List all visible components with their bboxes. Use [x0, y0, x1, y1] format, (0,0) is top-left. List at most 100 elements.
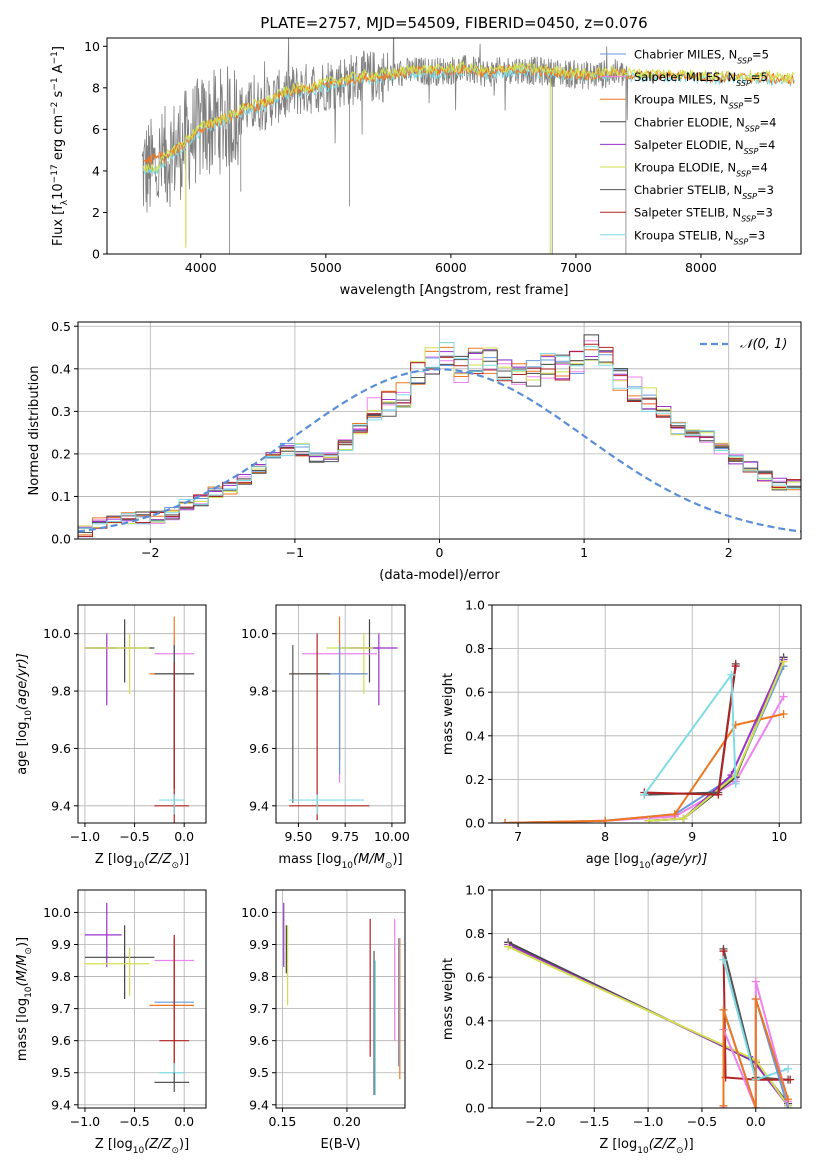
model-kroupa_elodie — [142, 60, 795, 174]
x-tick-label: 9.50 — [285, 829, 313, 844]
series-point — [719, 1005, 728, 1014]
panel-4: 7 8 9 10 0.0 0.2 0.4 0.6 0.8 1.0 age [log10(age/yr… — [441, 598, 802, 871]
panel-5: −1.0 −0.5 0.0 9.4 9.5 9.6 9.7 9.8 9.9 10.0 Z [log1… — [15, 889, 207, 1156]
errorbar-chabrier_elodie — [84, 925, 155, 999]
series-point — [779, 710, 788, 718]
axes-frame — [77, 889, 207, 1109]
series-point — [714, 790, 723, 799]
x-tick-label: 0.0 — [174, 829, 194, 844]
x-tick-label: −2.0 — [525, 1114, 555, 1129]
x-tick-label: 0.0 — [746, 1114, 766, 1129]
normal-curve — [78, 368, 801, 533]
y-tick-label: 6 — [92, 122, 100, 137]
y-tick-label: 0.2 — [465, 772, 485, 787]
series-kroupa_stelib — [640, 670, 740, 799]
x-tick-label: 0.15 — [269, 1114, 297, 1129]
y-tick-label: 9.5 — [51, 1065, 71, 1080]
y-tick-label: 10.0 — [241, 905, 269, 920]
axes-frame — [275, 889, 406, 1109]
y-tick-label: 0 — [92, 247, 100, 262]
x-axis-label: age [log10(age/yr)] — [586, 852, 708, 871]
errorbar-kroupa_stelib — [159, 1063, 185, 1083]
series-point — [786, 1075, 795, 1084]
y-tick-label: 0.1 — [51, 489, 71, 504]
y-tick-label: 10.0 — [241, 626, 269, 641]
y-tick-label: 0.5 — [51, 319, 71, 334]
series-point — [601, 816, 610, 823]
x-tick-label: 9.75 — [331, 829, 359, 844]
y-tick-label: 0.4 — [51, 361, 71, 376]
hist-kroupa_stelib — [78, 342, 801, 529]
errorbar-kroupa_miles — [149, 616, 195, 789]
series-line — [648, 656, 785, 822]
y-axis-label: mass weight — [441, 958, 456, 1040]
errorbar-kroupa_miles — [292, 616, 368, 760]
y-tick-label: 0.6 — [465, 685, 485, 700]
x-axis-label: Z [log10(Z/Z⊙)] — [95, 852, 189, 871]
plot-area — [501, 653, 788, 823]
series-point — [779, 692, 788, 701]
x-axis-label: E(B-V) — [320, 1137, 360, 1152]
y-tick-label: 9.8 — [249, 684, 269, 699]
legend-entry: Chabrier MILES, NSSP=5 — [634, 48, 769, 66]
x-tick-label: 2 — [725, 545, 733, 560]
legend-entry: Chabrier ELODIE, NSSP=4 — [634, 115, 776, 133]
series-point — [784, 1095, 793, 1104]
y-tick-label: 9.9 — [249, 937, 269, 952]
series-line — [648, 659, 785, 822]
y-axis-label: Flux [fλ10−17 erg cm−2 s−1 A−1] — [50, 46, 70, 246]
series-point — [501, 819, 510, 823]
x-axis-label: Z [log10(Z/Z⊙)] — [599, 1137, 693, 1156]
y-axis-label: mass [log10(M/M⊙)] — [15, 937, 34, 1061]
x-tick-label: 8000 — [685, 260, 717, 275]
x-tick-label: −1.5 — [579, 1114, 609, 1129]
errorbar-kroupa_stelib — [289, 794, 364, 815]
y-tick-label: 9.6 — [249, 1033, 269, 1048]
errorbar-kroupa_stelib — [159, 794, 185, 815]
legend-entry: Kroupa MILES, NSSP=5 — [634, 93, 760, 111]
x-axis-label: mass [log10(M/M⊙)] — [278, 852, 402, 871]
plot-area — [283, 902, 401, 1096]
y-tick-label: 0.2 — [465, 1057, 485, 1072]
x-tick-label: 9 — [688, 829, 696, 844]
x-tick-label: 1 — [580, 545, 588, 560]
plot-area — [78, 334, 801, 538]
y-tick-label: 9.8 — [51, 684, 71, 699]
y-tick-label: 9.7 — [51, 1001, 71, 1016]
y-tick-label: 10 — [84, 39, 100, 54]
legend-entry: Kroupa STELIB, NSSP=3 — [634, 228, 765, 246]
errorbar-salpeter_elodie — [350, 633, 398, 706]
y-tick-label: 9.8 — [249, 969, 269, 984]
errorbar-chabrier_miles — [302, 645, 368, 775]
x-axis-label: (data-model)/error — [379, 568, 500, 583]
series-point — [670, 810, 679, 819]
series-point — [504, 942, 513, 951]
errorbar-chabrier_elodie — [84, 619, 155, 683]
errorbar-salpeter_stelib — [289, 633, 370, 821]
legend-entry: Salpeter MILES, NSSP=5 — [634, 70, 768, 88]
series-point — [751, 995, 760, 1003]
y-tick-label: 9.4 — [51, 1097, 71, 1112]
observed-spectrum — [141, 38, 629, 254]
series-point — [751, 1104, 760, 1108]
y-tick-label: 0.0 — [51, 532, 71, 547]
y-tick-label: 0.3 — [51, 404, 71, 419]
y-tick-label: 1.0 — [465, 883, 485, 898]
panel-0: PLATE=2757, MJD=54509, FIBERID=0450, z=0… — [50, 14, 802, 298]
series-line — [722, 998, 790, 1108]
errorbar-salpeter_elodie — [84, 633, 117, 706]
plot-area — [504, 938, 795, 1108]
errorbar-kroupa_elodie — [84, 947, 150, 996]
y-tick-label: 2 — [92, 205, 100, 220]
x-tick-label: 0 — [436, 545, 444, 560]
series-point — [779, 657, 788, 666]
plot-area — [141, 38, 795, 254]
x-tick-label: 8 — [601, 829, 609, 844]
panel-1: −2 −1 0 1 2 0.0 0.1 0.2 0.3 0.4 0.5 (data-model)/er… — [27, 319, 802, 583]
x-tick-label: 10.00 — [374, 829, 410, 844]
x-axis-label: Z [log10(Z/Z⊙)] — [95, 1137, 189, 1156]
series-point — [679, 814, 688, 823]
y-tick-label: 4 — [92, 163, 100, 178]
axes-frame — [491, 604, 802, 824]
